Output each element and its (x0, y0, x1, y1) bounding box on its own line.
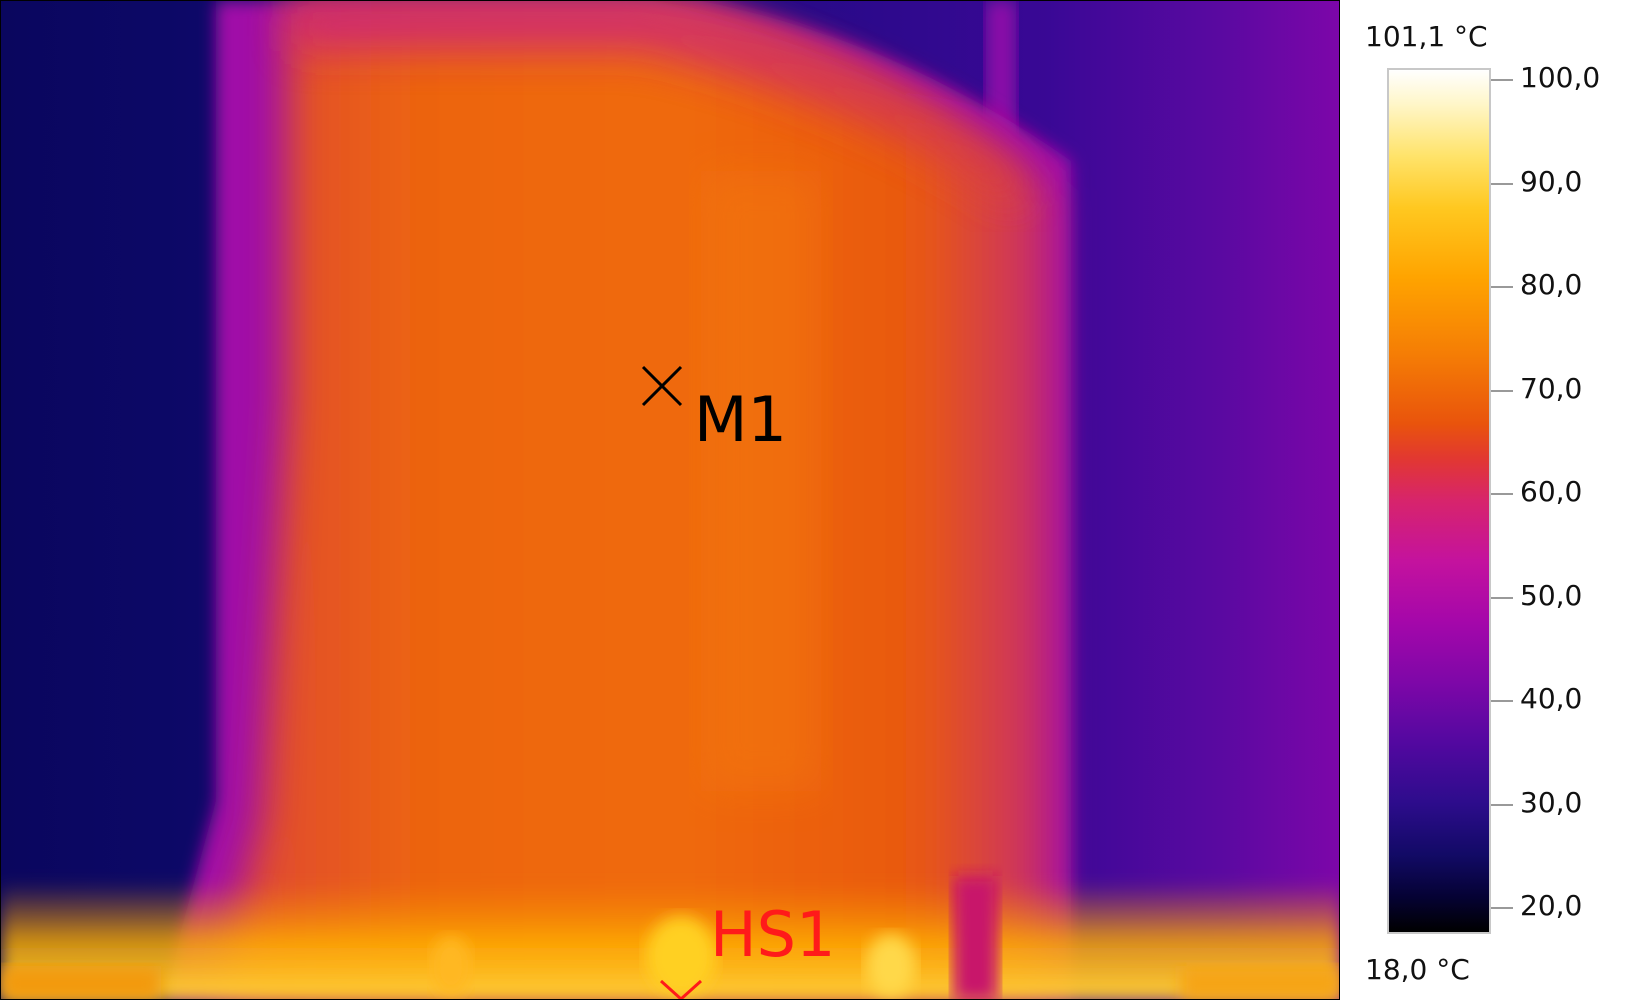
hs1-label: HS1 (710, 898, 836, 971)
scale-tick-label: 80,0 (1520, 268, 1583, 301)
color-scale-bar (1387, 68, 1491, 934)
scale-tick-label: 20,0 (1520, 889, 1583, 922)
scale-tick (1491, 803, 1513, 806)
scale-tick (1491, 907, 1513, 909)
scale-tick (1491, 286, 1513, 288)
hs1-marker-icon (659, 979, 703, 999)
temperature-scale: 101,1 °C 100,0 90,0 80,0 70,0 60,0 50,0 40,0 30… (1340, 0, 1633, 1000)
thermal-scene (1, 1, 1339, 999)
scale-tick (1491, 596, 1513, 599)
scale-tick-label: 100,0 (1520, 61, 1601, 94)
scale-tick (1491, 182, 1513, 185)
thermal-image: M1 HS1 (0, 0, 1340, 1000)
m1-cross-icon (641, 365, 683, 407)
scale-max-label: 101,1 °C (1365, 20, 1488, 53)
scale-tick (1491, 700, 1513, 702)
scale-tick (1491, 389, 1513, 392)
scale-tick-label: 60,0 (1520, 475, 1583, 508)
scale-tick-label: 30,0 (1520, 785, 1583, 819)
scale-tick-label: 90,0 (1520, 164, 1583, 198)
scale-tick (1491, 493, 1513, 495)
scale-tick-label: 40,0 (1520, 682, 1583, 715)
scale-tick (1491, 79, 1513, 81)
scale-tick-label: 50,0 (1520, 578, 1583, 612)
scale-tick-label: 70,0 (1520, 371, 1583, 405)
scale-min-label: 18,0 °C (1365, 953, 1470, 986)
m1-label: M1 (694, 383, 787, 456)
